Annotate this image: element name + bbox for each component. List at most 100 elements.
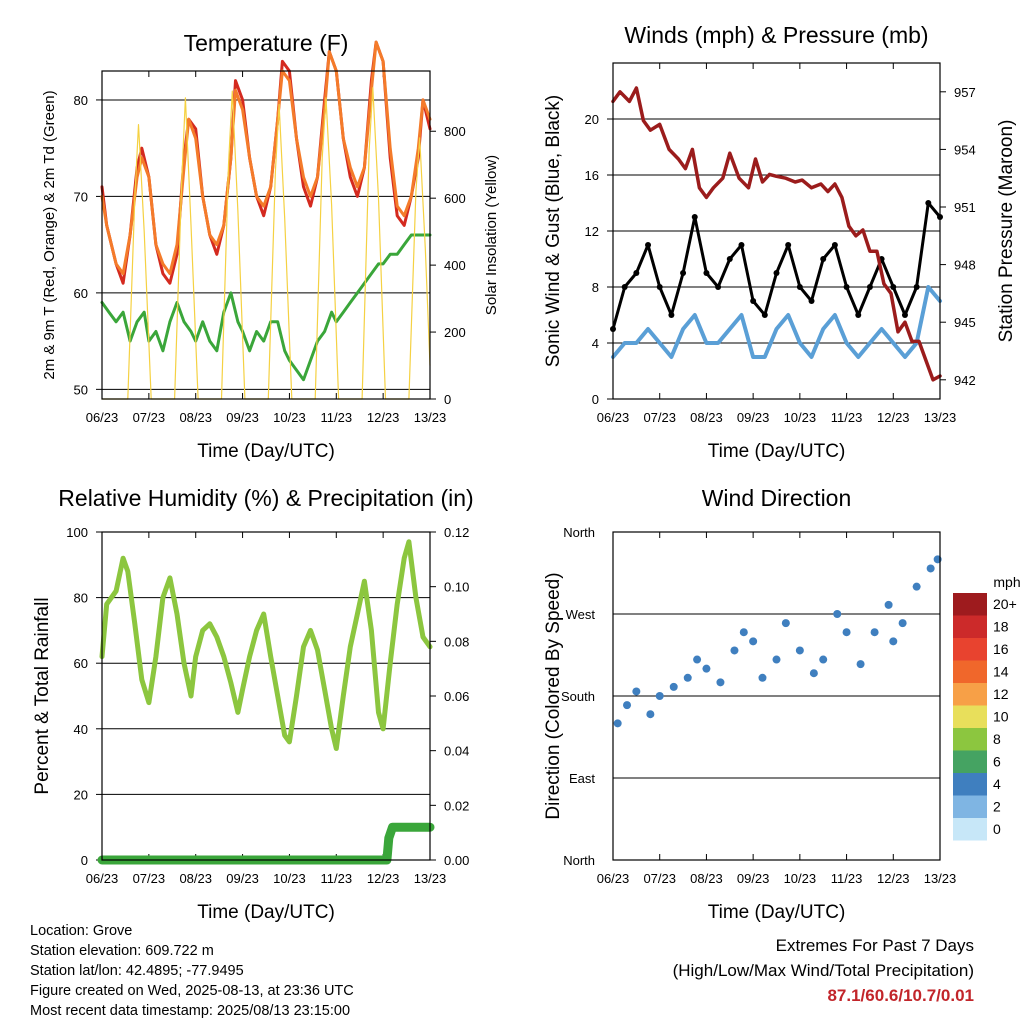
gust-point [633, 270, 640, 276]
y2-tick-label: 0.10 [444, 580, 469, 595]
y-tick-label: 20 [74, 787, 88, 802]
y-tick-label: 80 [74, 93, 88, 108]
y2-tick-label: 600 [444, 191, 466, 206]
chart-title: Wind Direction [702, 485, 852, 511]
y2-tick-label: 0.00 [444, 853, 469, 868]
plot-frame [101, 531, 431, 861]
direction-point [683, 673, 692, 682]
x-tick-label: 11/23 [320, 410, 352, 425]
legend-swatch [953, 818, 987, 841]
x-tick-label: 07/23 [643, 410, 676, 425]
extremes-subtitle: (High/Low/Max Wind/Total Precipitation) [672, 961, 974, 980]
x-tick-label: 08/23 [179, 410, 212, 425]
direction-point [795, 646, 804, 655]
direction-point [632, 687, 641, 696]
direction-point [646, 710, 655, 719]
y2-tick-label: 0.02 [444, 798, 469, 813]
y2-tick-label: 954 [954, 142, 976, 157]
gust-point [645, 242, 652, 248]
direction-point [749, 637, 758, 646]
9m-t-line [100, 40, 432, 276]
x-axis-label: Time (Day/UTC) [197, 902, 335, 923]
y-tick-label: 0 [81, 853, 88, 868]
x-tick-label: 06/23 [86, 410, 119, 425]
direction-point [819, 655, 828, 664]
legend-swatch [953, 750, 987, 773]
solar-insolation-line [101, 87, 431, 400]
gust-point [901, 312, 908, 318]
y2-tick-label: 945 [954, 315, 976, 330]
gust-point [808, 298, 815, 304]
gust-point [738, 242, 745, 248]
y-tick-label: 100 [66, 525, 88, 540]
y2-axis-label: Station Pressure (Maroon) [996, 120, 1017, 343]
y-tick-label: 0 [592, 392, 599, 407]
y2-tick-label: 0.08 [444, 634, 469, 649]
legend-swatch [953, 773, 987, 796]
y-axis-label: 2m & 9m T (Red, Orange) & 2m Td (Green) [41, 90, 58, 379]
x-axis-label: Time (Day/UTC) [708, 441, 846, 462]
gust-point [925, 200, 932, 206]
legend-swatch [953, 728, 987, 751]
y2-tick-label: 800 [444, 124, 466, 139]
legend-label: 18 [993, 619, 1009, 635]
gust-point [680, 270, 687, 276]
y-tick-label: 4 [592, 336, 599, 351]
direction-point [833, 610, 842, 618]
x-tick-label: 12/23 [367, 410, 400, 425]
legend-label: 20+ [993, 596, 1017, 612]
x-tick-label: 07/23 [133, 871, 166, 886]
direction-point [772, 655, 781, 664]
chart-title: Relative Humidity (%) & Precipitation (i… [58, 485, 473, 511]
y-tick-label: 16 [585, 168, 599, 183]
info-location: Location: Grove [30, 923, 133, 939]
y-axis-label: Direction (Colored By Speed) [543, 572, 564, 819]
direction-point [716, 678, 725, 687]
legend-swatch [953, 660, 987, 683]
x-tick-label: 10/23 [273, 871, 306, 886]
y-axis-label: Percent & Total Rainfall [32, 597, 53, 794]
gust-point [715, 284, 722, 290]
y2-tick-label: 0.12 [444, 525, 469, 540]
direction-point [623, 701, 632, 710]
x-tick-label: 13/23 [924, 410, 957, 425]
x-tick-label: 09/23 [226, 871, 259, 886]
x-tick-label: 06/23 [86, 871, 119, 886]
gust-point [796, 284, 803, 290]
gust-point [855, 312, 862, 318]
sonic-wind-line [611, 285, 942, 359]
winds-pressure-chart: Winds (mph) & Pressure (mb) 0 4 8 12 16 20 942 9… [543, 22, 1017, 462]
y2-tick-label: 948 [954, 258, 976, 273]
station-pressure-line [611, 86, 942, 382]
direction-point [809, 669, 818, 678]
x-tick-label: 10/23 [273, 410, 306, 425]
direction-point [758, 673, 767, 682]
y-tick-label: 60 [74, 286, 88, 301]
y2-tick-label: 200 [444, 325, 466, 340]
x-tick-label: 10/23 [784, 410, 817, 425]
gust-point [831, 242, 838, 248]
x-tick-label: 12/23 [877, 410, 910, 425]
direction-point [730, 646, 739, 655]
x-tick-label: 06/23 [597, 871, 630, 886]
legend-label: 2 [993, 799, 1001, 815]
temperature-chart: Temperature (F)50607080020040060080006/2… [41, 30, 500, 462]
y-tick-label: 50 [74, 382, 88, 397]
y2-tick-label: 0.04 [444, 744, 469, 759]
gust-point [785, 242, 792, 248]
y-tick-label: South [561, 689, 595, 704]
legend-label: 12 [993, 686, 1009, 702]
wind-direction-chart: Wind DirectionNorthEastSouthWestNorth06/… [543, 485, 956, 923]
plot-frame [612, 62, 941, 400]
gust-point [761, 312, 768, 318]
x-tick-label: 09/23 [226, 410, 259, 425]
humidity-precip-chart: Relative Humidity (%) & Precipitation (i… [32, 485, 474, 923]
direction-point [693, 655, 702, 664]
gust-point [668, 312, 675, 318]
legend-label: 8 [993, 731, 1001, 747]
y-tick-label: 70 [74, 189, 88, 204]
legend-swatch [953, 705, 987, 728]
x-tick-label: 12/23 [877, 871, 910, 886]
x-tick-label: 10/23 [784, 871, 817, 886]
